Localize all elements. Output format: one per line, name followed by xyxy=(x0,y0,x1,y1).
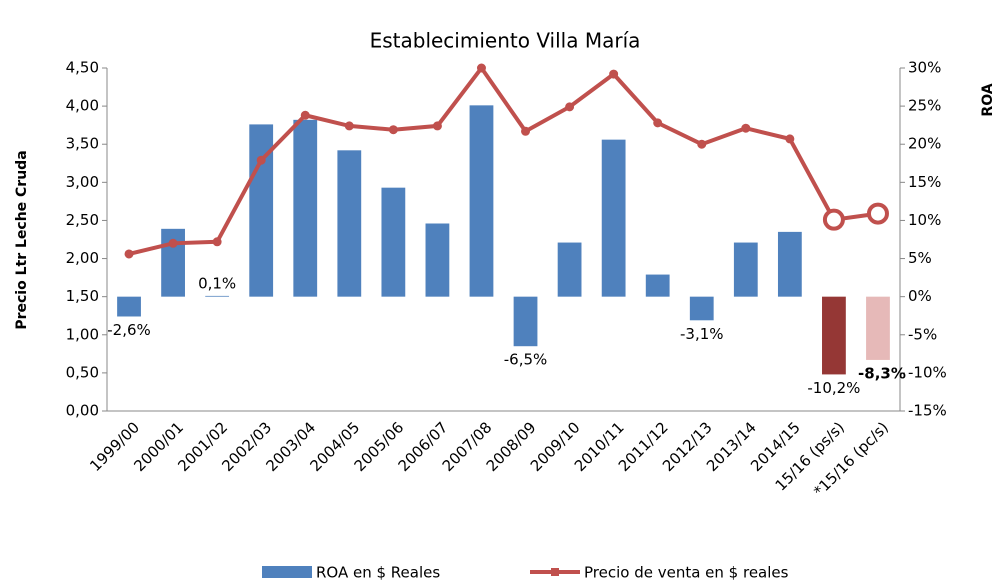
bar xyxy=(513,296,538,347)
y2-tick-label: 30% xyxy=(908,59,941,77)
bar xyxy=(381,187,406,297)
y-tick-label: 4,00 xyxy=(66,97,99,115)
line-marker xyxy=(653,118,663,128)
line-marker xyxy=(565,102,575,112)
y-tick-label: 1,00 xyxy=(66,325,99,343)
y-tick-label: 4,50 xyxy=(66,59,99,77)
line-marker xyxy=(866,202,889,225)
legend-label: Precio de venta en $ reales xyxy=(584,564,789,582)
y2-tick-label: 15% xyxy=(908,173,941,191)
bar xyxy=(117,296,141,317)
y-tick-label: 2,00 xyxy=(66,249,99,267)
line-marker xyxy=(521,126,531,136)
line-marker xyxy=(388,125,398,135)
bar xyxy=(425,223,450,297)
bar xyxy=(777,231,802,297)
y-tick-label: 1,50 xyxy=(66,287,99,305)
line-marker xyxy=(344,121,354,131)
y-tick-label: 3,00 xyxy=(66,173,99,191)
line-marker xyxy=(300,110,310,120)
bar xyxy=(866,296,890,360)
legend-label: ROA en $ Reales xyxy=(316,564,440,582)
y-tick-label: 2,50 xyxy=(66,211,99,229)
line-marker xyxy=(697,139,707,149)
data-label: -8,3% xyxy=(858,364,906,382)
legend-swatch xyxy=(551,568,559,576)
y2-axis-label: ROA xyxy=(980,83,996,116)
y2-tick-label: -10% xyxy=(908,363,947,381)
line-marker xyxy=(785,134,795,144)
y2-tick-label: 5% xyxy=(908,249,932,267)
bar xyxy=(557,242,582,297)
bar xyxy=(601,139,626,297)
data-label: -3,1% xyxy=(680,325,724,343)
y2-tick-label: 25% xyxy=(908,97,941,115)
line-marker xyxy=(256,155,266,165)
bar xyxy=(469,105,494,297)
y-axis-label: Precio Ltr Leche Cruda xyxy=(14,150,30,329)
line-marker xyxy=(741,123,751,133)
y-tick-label: 0,50 xyxy=(66,363,99,381)
line-marker xyxy=(432,121,442,131)
data-label: -2,6% xyxy=(107,321,151,339)
y2-tick-label: 20% xyxy=(908,135,941,153)
line-marker xyxy=(212,237,222,247)
line-marker xyxy=(476,63,486,73)
bar xyxy=(822,296,846,375)
bar xyxy=(645,274,670,297)
bar xyxy=(689,296,714,321)
y2-tick-label: 10% xyxy=(908,211,941,229)
data-label: 0,1% xyxy=(198,274,236,292)
line-marker xyxy=(822,208,845,231)
y2-tick-label: -5% xyxy=(908,325,937,343)
data-label: -10,2% xyxy=(807,379,860,397)
y2-tick-label: -15% xyxy=(908,402,947,420)
line-marker xyxy=(609,69,619,79)
bar xyxy=(205,295,230,297)
legend-swatch xyxy=(262,566,312,578)
y2-tick-label: 0% xyxy=(908,287,932,305)
y-tick-label: 0,00 xyxy=(66,402,99,420)
line xyxy=(128,64,879,256)
bar xyxy=(293,119,318,297)
chart-title: Establecimiento Villa María xyxy=(370,29,641,53)
bar xyxy=(733,242,758,297)
line-marker xyxy=(124,249,134,259)
bar xyxy=(337,150,362,297)
line-marker xyxy=(168,238,178,248)
data-label: -6,5% xyxy=(504,351,548,369)
y-tick-label: 3,50 xyxy=(66,135,99,153)
